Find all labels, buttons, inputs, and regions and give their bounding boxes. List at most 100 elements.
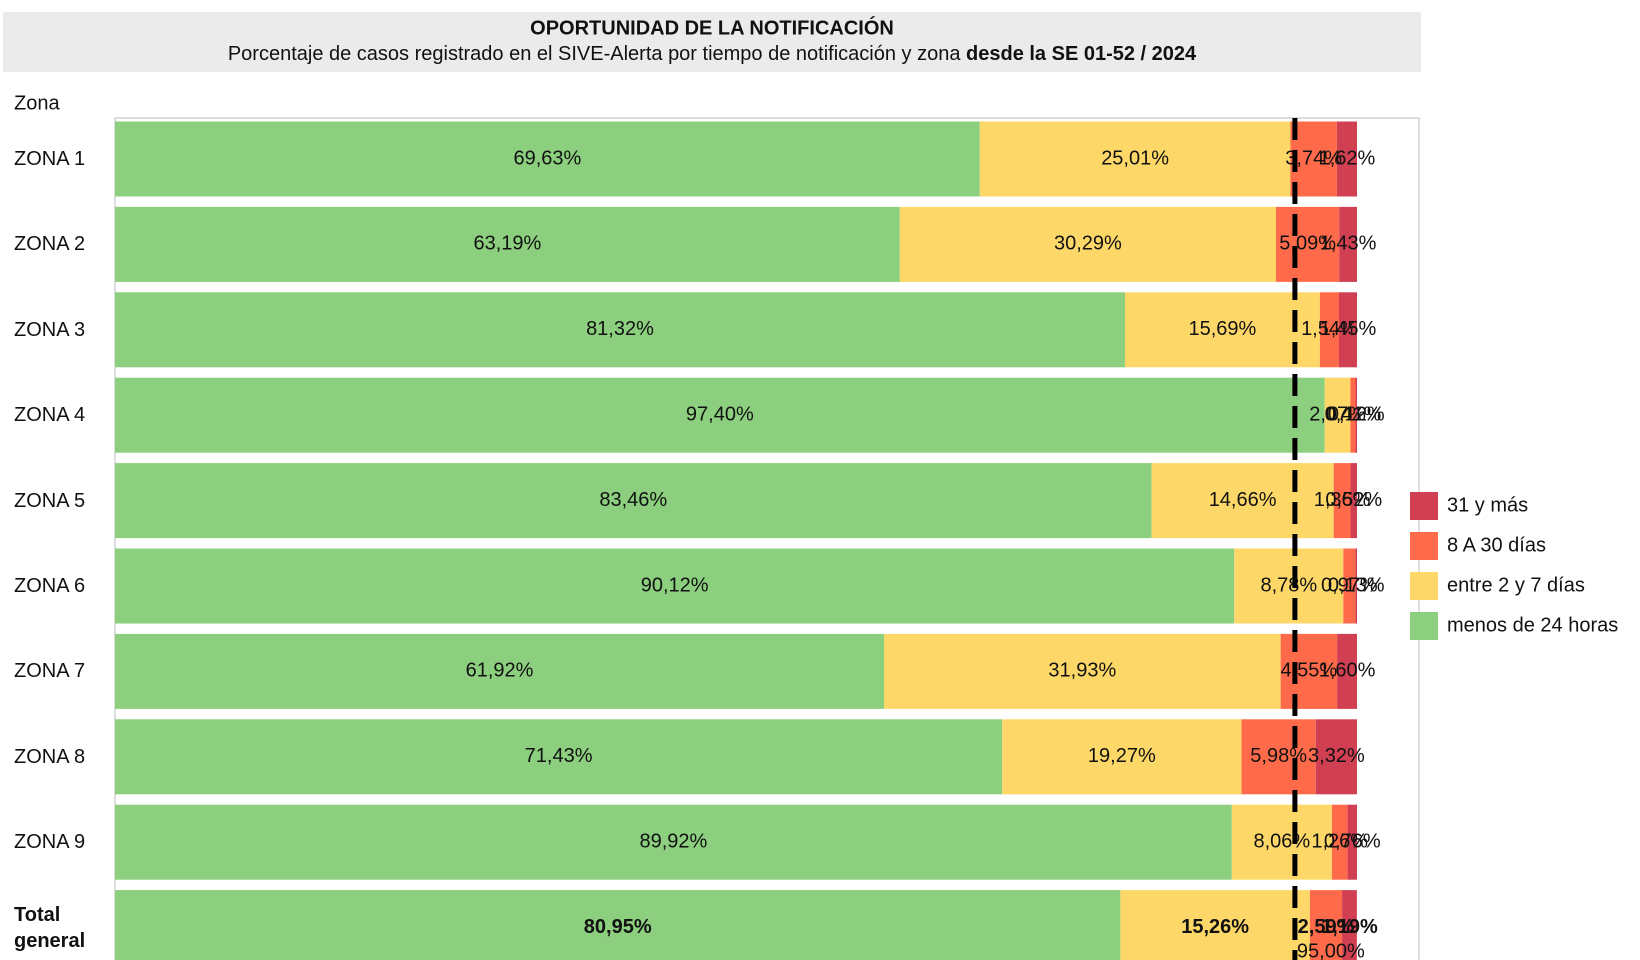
category-label: Total general <box>14 903 86 952</box>
data-label: 69,63% <box>513 147 581 169</box>
category-label: ZONA 7 <box>14 660 86 683</box>
category-label: ZONA 3 <box>14 318 86 341</box>
bar-segment <box>1355 548 1357 624</box>
bar-segment <box>1333 463 1351 539</box>
chart-subtitle: Porcentaje de casos registrado en el SIV… <box>228 43 1197 65</box>
subtitle-bold: desde la SE 01-52 / 2024 <box>966 43 1197 65</box>
data-label: 25,01% <box>1101 147 1169 169</box>
data-label: 80,95% <box>584 916 652 938</box>
bar-segment <box>1347 804 1357 880</box>
bar-segment <box>1120 890 1310 960</box>
category-label: ZONA 5 <box>14 489 86 512</box>
bar-segment <box>115 633 885 709</box>
bar-segment <box>1331 804 1348 880</box>
bar-segment <box>1290 121 1337 197</box>
bar-segment <box>1342 890 1357 960</box>
bar-segment <box>115 377 1325 453</box>
y-axis-label: Zona <box>14 92 60 114</box>
legend-label: 31 y más <box>1447 494 1528 516</box>
data-label: 0,13% <box>1328 574 1385 596</box>
data-label: 8,78% <box>1260 574 1317 596</box>
bar-segment <box>979 121 1291 197</box>
bar-segment <box>1241 719 1316 795</box>
bar-segment <box>1336 121 1357 197</box>
bar-segment <box>899 206 1277 282</box>
bar-segment <box>1338 292 1357 368</box>
data-label: 3,32% <box>1308 745 1365 767</box>
data-label: 15,26% <box>1181 916 1249 938</box>
bar-segment <box>1151 463 1334 539</box>
data-label: 14,66% <box>1209 489 1277 511</box>
bar-segment <box>1276 206 1340 282</box>
bar-segment <box>1280 633 1338 709</box>
legend-swatch <box>1410 492 1438 520</box>
legend-label: entre 2 y 7 días <box>1447 574 1585 596</box>
reference-label-text: 95,00% <box>1297 940 1365 960</box>
bar-segment <box>1350 377 1356 453</box>
bar-segment <box>115 292 1125 368</box>
subtitle-text: Porcentaje de casos registrado en el SIV… <box>228 43 966 65</box>
bar-segment <box>1355 377 1357 453</box>
legend-swatch <box>1410 532 1438 560</box>
data-label: 1,62% <box>1319 147 1376 169</box>
bar-segment <box>1234 548 1344 624</box>
data-label: 1,43% <box>1320 233 1377 255</box>
data-label: 19,27% <box>1088 745 1156 767</box>
data-label: 1,36% <box>1314 489 1371 511</box>
data-label: 89,92% <box>639 830 707 852</box>
data-label: 3,74% <box>1285 147 1342 169</box>
category-label: ZONA 9 <box>14 831 86 854</box>
bar-segment <box>115 463 1152 539</box>
data-label: 83,46% <box>599 489 667 511</box>
legend-swatch <box>1410 612 1438 640</box>
category-label: ZONA 4 <box>14 404 86 427</box>
data-label: 0,97% <box>1321 574 1378 596</box>
data-label: 63,19% <box>473 233 541 255</box>
data-label: 1,60% <box>1319 660 1376 682</box>
bar-segment <box>115 548 1235 624</box>
bar-segment <box>1002 719 1242 795</box>
bar-segment <box>115 804 1232 880</box>
data-label: 97,40% <box>686 403 754 425</box>
bar-segment <box>1231 804 1332 880</box>
category-label: ZONA 1 <box>14 148 86 170</box>
bar-segment <box>884 633 1281 709</box>
bar-segment <box>1339 206 1357 282</box>
bar-segment <box>1319 292 1339 368</box>
legend-label: 8 A 30 días <box>1447 534 1546 556</box>
bar-segment <box>1124 292 1320 368</box>
data-label: 1,26% <box>1311 830 1368 852</box>
data-label: 61,92% <box>466 660 534 682</box>
data-label: 1,54% <box>1301 318 1358 340</box>
bar-segment <box>1337 633 1357 709</box>
data-label: 2,07% <box>1309 403 1366 425</box>
data-label: 30,29% <box>1054 233 1122 255</box>
data-label: 1,45% <box>1320 318 1377 340</box>
bar-segment <box>115 719 1003 795</box>
legend-swatch <box>1410 572 1438 600</box>
category-label: ZONA 8 <box>14 745 86 768</box>
data-label: 0,41% <box>1325 403 1382 425</box>
bar-segment <box>1315 719 1357 795</box>
data-label: 90,12% <box>641 574 709 596</box>
data-label: 8,06% <box>1253 830 1310 852</box>
bar-segment <box>115 890 1121 960</box>
bar-segment <box>1309 890 1343 960</box>
chart-title: OPORTUNIDAD DE LA NOTIFICACIÓN <box>530 15 894 39</box>
bar-segment <box>115 121 980 197</box>
data-label: 0,52% <box>1325 489 1382 511</box>
data-label: 2,59% <box>1298 916 1355 938</box>
data-label: 0,12% <box>1328 403 1385 425</box>
category-label: ZONA 6 <box>14 575 86 597</box>
data-label: 5,98% <box>1250 745 1307 767</box>
bar-segment <box>1350 463 1357 539</box>
legend-label: menos de 24 horas <box>1447 614 1618 636</box>
data-label: 81,32% <box>586 318 654 340</box>
data-label: 31,93% <box>1048 660 1116 682</box>
data-label: 0,76% <box>1324 830 1381 852</box>
category-label: ZONA 2 <box>14 233 86 256</box>
data-label: 71,43% <box>525 745 593 767</box>
bar-segment <box>1324 377 1351 453</box>
